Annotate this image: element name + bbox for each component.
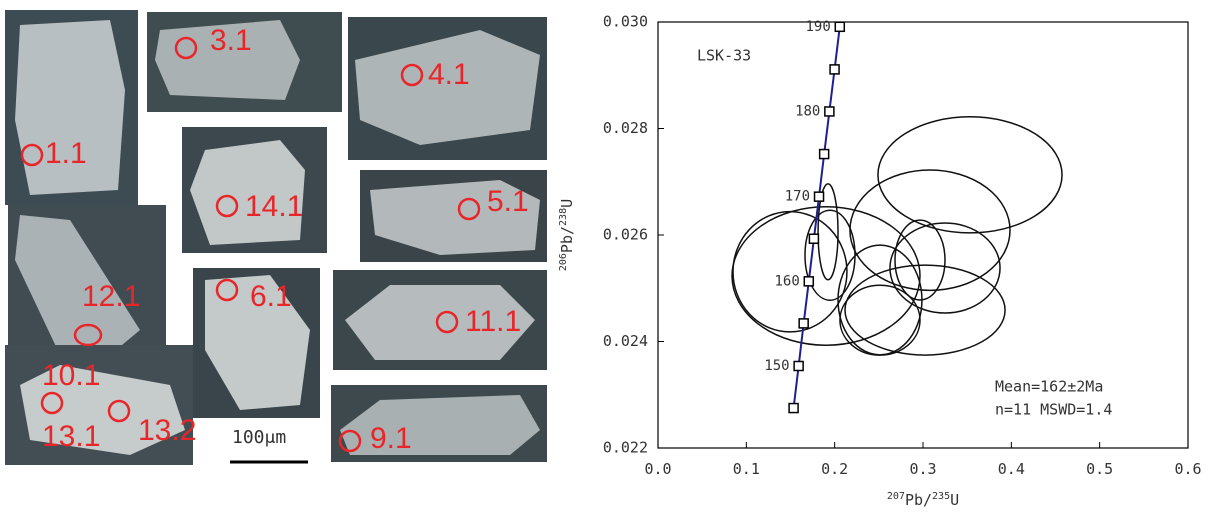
error-ellipse	[840, 285, 920, 355]
spot-label: 3.1	[210, 24, 252, 57]
error-ellipse	[895, 220, 945, 300]
spot-label: 1.1	[45, 137, 87, 170]
concordia-plot: LSK-33 Mean=162±2Ma n=11 MSWD=1.4 207Pb/…	[558, 13, 1202, 510]
spot-label: 9.1	[370, 422, 412, 455]
x-tick-label: 0.3	[909, 460, 936, 478]
age-marker	[794, 361, 803, 370]
x-label-part: 235	[932, 491, 950, 502]
age-marker	[815, 192, 824, 201]
age-label: 180	[795, 103, 820, 119]
spot-label: 13.1	[42, 420, 100, 453]
y-tick-label: 0.028	[603, 119, 648, 137]
spot-label: 4.1	[428, 58, 470, 91]
age-marker	[835, 22, 844, 31]
x-tick-label: 0.1	[733, 460, 760, 478]
error-ellipse	[733, 212, 847, 332]
x-tick-label: 0.0	[644, 460, 671, 478]
y-tick-label: 0.024	[603, 332, 648, 350]
y-tick-label: 0.026	[603, 226, 648, 244]
age-label: 170	[785, 189, 810, 205]
age-label: 150	[764, 358, 789, 374]
cl-images: 100μm 3.1 4.1 1.1 14.1 5.1 12.1 6.1 11.1 10.1 13.…	[5, 10, 547, 465]
y-label-part: 206	[558, 253, 569, 271]
spot-label: 11.1	[465, 305, 521, 338]
y-label-part: 238	[558, 208, 569, 226]
x-tick-label: 0.6	[1174, 460, 1201, 478]
age-marker	[799, 319, 808, 328]
figure: 100μm 3.1 4.1 1.1 14.1 5.1 12.1 6.1 11.1 10.1 13.…	[0, 0, 1215, 522]
x-label-part: 207	[887, 491, 905, 502]
age-marker	[789, 404, 798, 413]
spot-label: 6.1	[250, 280, 292, 313]
error-ellipse	[732, 207, 920, 345]
age-marker	[820, 150, 829, 159]
spot-label: 10.1	[42, 359, 100, 392]
summary: Mean=162±2Ma	[995, 378, 1103, 396]
error-ellipse	[878, 117, 1062, 233]
x-tick-label: 0.4	[998, 460, 1025, 478]
x-label-part: Pb/	[905, 491, 932, 509]
x-label-part: U	[950, 491, 959, 509]
x-tick-label: 0.5	[1086, 460, 1113, 478]
x-tick-label: 0.2	[821, 460, 848, 478]
spot-label: 12.1	[82, 280, 140, 313]
sample-label: LSK-33	[697, 47, 751, 65]
error-ellipse	[838, 245, 922, 355]
age-marker	[809, 234, 818, 243]
age-marker	[830, 65, 839, 74]
age-label: 190	[805, 19, 830, 35]
concordia-curve	[794, 27, 840, 408]
plot-frame	[658, 22, 1188, 448]
y-tick-label: 0.022	[603, 439, 648, 457]
age-marker	[825, 107, 834, 116]
y-axis-label: 206Pb/238U	[558, 199, 576, 271]
y-tick-label: 0.030	[603, 13, 648, 31]
spot-label: 14.1	[245, 190, 303, 223]
age-label: 160	[774, 273, 799, 289]
scale-label: 100μm	[232, 427, 286, 448]
summary: n=11 MSWD=1.4	[995, 401, 1112, 419]
error-ellipse	[850, 170, 1010, 290]
y-label-part: Pb/	[558, 226, 576, 253]
y-label-part: U	[558, 199, 576, 208]
x-axis-label: 207Pb/235U	[887, 491, 959, 509]
spot-label: 13.2	[138, 414, 196, 447]
age-marker	[804, 277, 813, 286]
spot-label: 5.1	[487, 185, 529, 218]
